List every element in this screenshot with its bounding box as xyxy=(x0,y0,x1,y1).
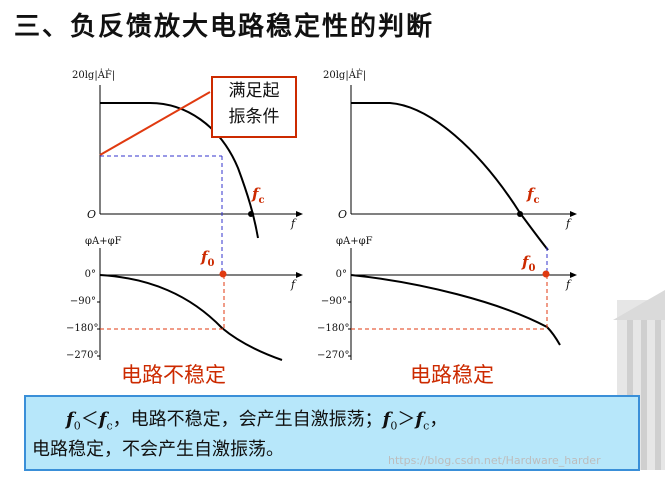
callout-line-2: 振条件 xyxy=(228,107,280,127)
right-tick-0: 0° xyxy=(335,269,347,280)
left-red-line xyxy=(99,91,211,156)
page-title: 三、负反馈放大电路稳定性的判断 xyxy=(14,12,435,42)
right-f0-label: f0 xyxy=(522,253,536,274)
right-tick-180: −180° xyxy=(317,323,350,334)
right-f0-point xyxy=(542,270,550,278)
left-tick-270: −270° xyxy=(66,350,99,361)
left-phase-axis-label: φA+φF xyxy=(85,236,122,247)
left-mag-f-label: f xyxy=(291,217,296,230)
right-phase-x-arrow xyxy=(570,272,577,278)
right-mag-axis-label: 20lg|ȦḞ| xyxy=(323,70,367,81)
oscillation-condition-callout: 满足起 振条件 xyxy=(211,76,297,138)
right-fc-point xyxy=(517,211,523,217)
right-mag-x-arrow xyxy=(570,211,577,217)
left-fc-point xyxy=(248,211,254,217)
left-status-unstable: 电路不稳定 xyxy=(121,363,226,387)
summary-box: f0＜fc，电路不稳定，会产生自激振荡；f0＞fc， 电路稳定，不会产生自激振荡… xyxy=(24,395,640,471)
left-tick-0: 0° xyxy=(84,269,96,280)
right-mag-f-label: f xyxy=(566,217,571,230)
left-origin-label: O xyxy=(87,208,97,221)
right-status-stable: 电路稳定 xyxy=(410,363,494,387)
right-phase-curve xyxy=(350,274,561,346)
summary-line-1: f0＜fc，电路不稳定，会产生自激振荡；f0＞fc， xyxy=(66,409,448,433)
summary-line-2: 电路稳定，不会产生自激振荡。 xyxy=(32,439,284,460)
left-mag-axis-label: 20lg|ȦḞ| xyxy=(72,70,116,81)
callout-line-1: 满足起 xyxy=(228,81,280,101)
right-tick-270: −270° xyxy=(317,350,350,361)
left-phase-f-label: f xyxy=(291,278,296,291)
right-phase-axis-label: φA+φF xyxy=(336,236,373,247)
left-phase-x-arrow xyxy=(296,272,303,278)
right-origin-label: O xyxy=(338,208,348,221)
left-f0-point xyxy=(219,270,227,278)
left-f0-label: f0 xyxy=(201,248,215,269)
left-fc-label: fc xyxy=(252,185,265,206)
watermark: https://blog.csdn.net/Hardware_harder xyxy=(388,454,601,467)
right-mag-curve xyxy=(351,102,549,251)
left-mag-x-arrow xyxy=(296,211,303,217)
left-tick-90: −90° xyxy=(69,296,96,307)
right-phase-f-label: f xyxy=(566,278,571,291)
right-fc-label: fc xyxy=(527,185,540,206)
left-tick-180: −180° xyxy=(66,323,99,334)
right-tick-90: −90° xyxy=(320,296,347,307)
left-phase-curve xyxy=(99,274,283,361)
